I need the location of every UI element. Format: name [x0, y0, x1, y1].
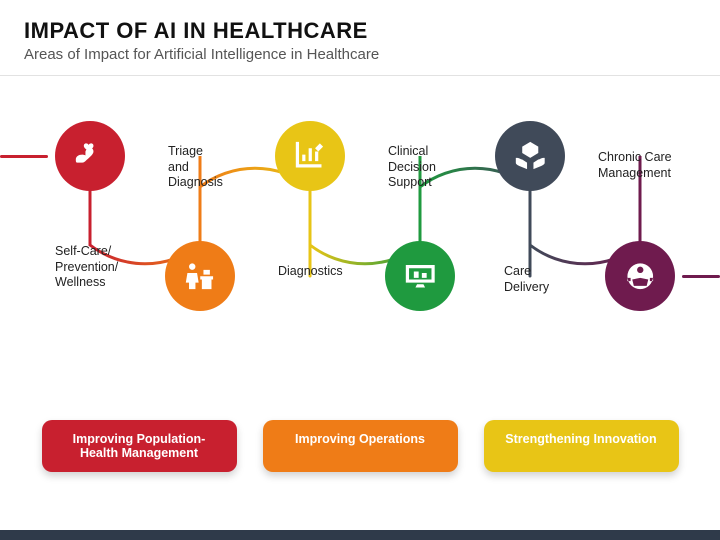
pill: Improving Operations	[263, 420, 458, 472]
reception-icon	[165, 241, 235, 311]
node-care	[495, 121, 565, 191]
node-label-care: CareDelivery	[504, 264, 549, 295]
process-chain: Self-Care/Prevention/Wellness TriageandDi…	[0, 76, 720, 386]
page-subtitle: Areas of Impact for Artificial Intellige…	[0, 46, 720, 69]
pill: Strengthening Innovation	[484, 420, 679, 472]
hands-box-icon	[495, 121, 565, 191]
analytics-icon	[275, 121, 345, 191]
node-label-triage: TriageandDiagnosis	[168, 144, 223, 191]
node-label-self-care: Self-Care/Prevention/Wellness	[55, 244, 118, 291]
person-ring-icon	[605, 241, 675, 311]
footer-bar	[0, 530, 720, 540]
node-label-clinical: ClinicalDecisionSupport	[388, 144, 436, 191]
node-diagnostics	[275, 121, 345, 191]
node-self-care	[55, 121, 125, 191]
node-chronic	[605, 241, 675, 311]
hand-heart-icon	[55, 121, 125, 191]
node-label-diagnostics: Diagnostics	[278, 264, 343, 280]
pill: Improving Population-Health Management	[42, 420, 237, 472]
lead_out	[682, 275, 720, 278]
node-label-chronic: Chronic CareManagement	[598, 150, 672, 181]
lead_in	[0, 155, 48, 158]
node-clinical	[385, 241, 455, 311]
pill-row: Improving Population-Health Management Im…	[0, 420, 720, 472]
monitor-icon	[385, 241, 455, 311]
slide-root: IMPACT OF AI IN HEALTHCARE Areas of Impa…	[0, 0, 720, 540]
page-title: IMPACT OF AI IN HEALTHCARE	[0, 0, 720, 46]
node-triage	[165, 241, 235, 311]
